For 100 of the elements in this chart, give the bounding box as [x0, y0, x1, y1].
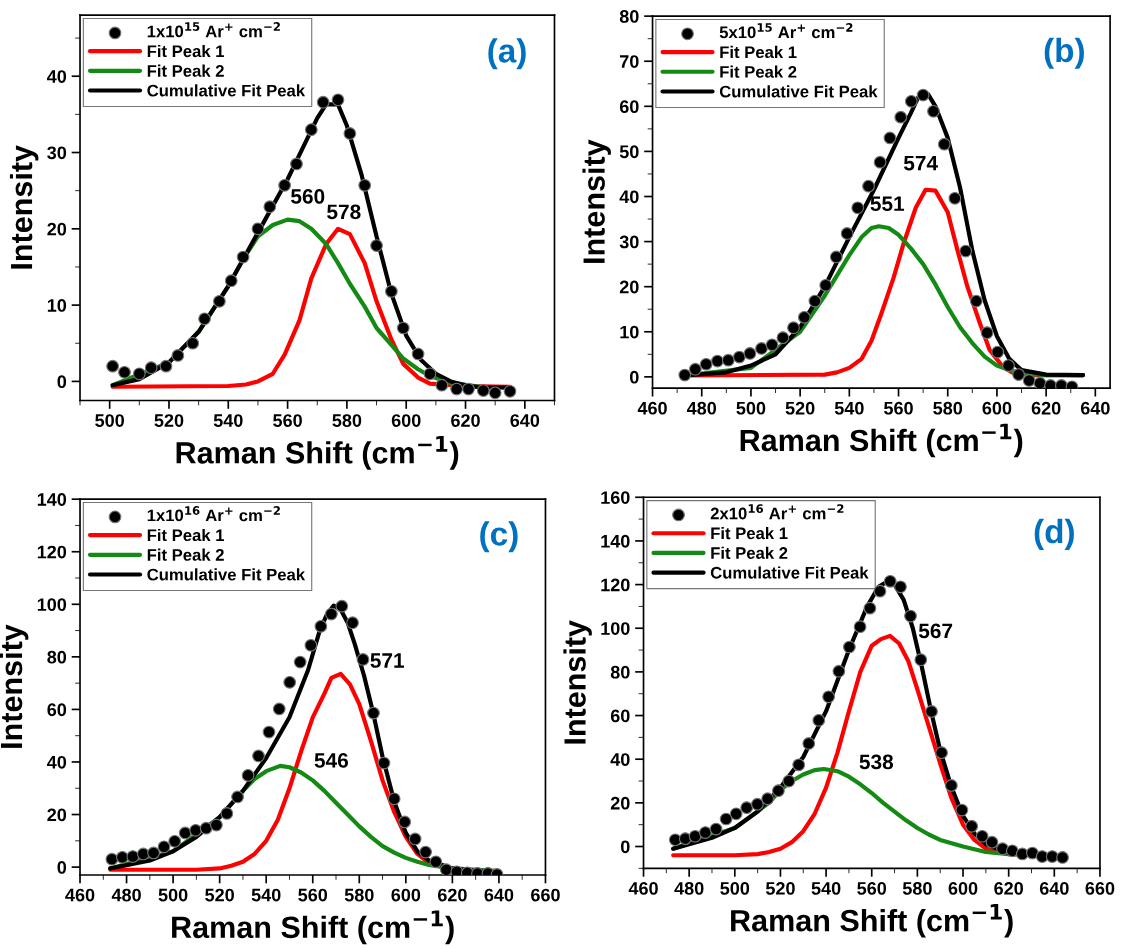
point: [199, 821, 213, 835]
point: [198, 312, 211, 326]
point: [224, 274, 238, 288]
annotation: 560: [291, 189, 325, 204]
point: [316, 95, 330, 109]
point: [840, 227, 854, 240]
point: [251, 222, 265, 236]
point: [178, 826, 192, 840]
point: [367, 706, 380, 720]
y-tick-label: 80: [47, 650, 67, 664]
point: [290, 157, 303, 171]
point: [343, 127, 357, 140]
point: [863, 601, 877, 615]
point: [1026, 846, 1039, 860]
point: [476, 384, 490, 397]
point: [927, 104, 940, 118]
x-tick-label: 580: [902, 882, 932, 895]
point: [398, 815, 412, 829]
point: [132, 367, 146, 381]
legend-label: 1x10$^{15}$ Ar$^{+}$ cm$^{−2}$: [147, 22, 280, 38]
y-tick-label: 100: [601, 622, 630, 635]
point: [370, 239, 383, 252]
point: [429, 855, 443, 869]
point: [356, 653, 370, 666]
point: [719, 812, 733, 826]
annotation: 538: [859, 754, 894, 770]
point: [965, 819, 979, 833]
point: [503, 384, 517, 398]
point: [955, 803, 969, 817]
point: [980, 326, 994, 340]
point: [698, 826, 712, 839]
x-tick-label: 600: [391, 888, 421, 902]
point: [761, 792, 775, 806]
point: [792, 758, 806, 772]
point: [975, 829, 989, 843]
point: [808, 294, 822, 308]
point: [210, 818, 223, 832]
point: [168, 834, 182, 848]
y-tick-label: 60: [619, 100, 639, 114]
text: (c): [480, 521, 518, 553]
point: [118, 365, 131, 379]
point: [782, 774, 796, 788]
point: [945, 779, 958, 792]
y-tick-label: 160: [601, 491, 630, 504]
y-tick-label: 20: [619, 280, 639, 294]
point: [802, 737, 816, 750]
point: [304, 638, 318, 652]
x-tick-label: 560: [273, 414, 302, 427]
point: [851, 201, 865, 215]
point: [843, 640, 856, 654]
point: [450, 865, 464, 875]
point: [241, 769, 255, 782]
point: [688, 362, 702, 376]
legend-label: Fit Peak 2: [147, 64, 224, 77]
point: [853, 620, 867, 634]
y-tick-label: 0: [630, 370, 639, 384]
legend-label: Fit Peak 1: [711, 526, 788, 540]
x-tick-label: 600: [948, 882, 978, 895]
point: [729, 807, 743, 821]
x-tick-label: 520: [785, 401, 815, 415]
point: [435, 378, 449, 392]
x-tick-label: 580: [933, 401, 963, 415]
x-tick-label: 600: [982, 401, 1012, 415]
point: [159, 359, 173, 373]
point: [751, 797, 764, 811]
y-tick-label: 10: [47, 299, 67, 312]
y-tick-label: 60: [610, 709, 630, 723]
y-tick-label: 40: [47, 755, 67, 769]
point: [822, 690, 835, 704]
point: [462, 382, 475, 396]
point: [699, 357, 713, 371]
legend-label: Fit Peak 1: [147, 44, 225, 58]
point: [1033, 376, 1047, 389]
y-axis-title: Intensity: [9, 145, 39, 269]
x-tick-label: 620: [1031, 401, 1061, 415]
point: [126, 850, 140, 863]
y-tick-label: 140: [37, 493, 67, 506]
point: [904, 609, 917, 623]
point: [314, 620, 328, 633]
annotation: 551: [870, 196, 905, 212]
legend-label: Fit Peak 1: [147, 528, 225, 542]
point: [358, 178, 372, 192]
legend-label: 5x10$^{15}$ Ar$^{+}$ cm$^{−2}$: [719, 23, 853, 39]
point: [324, 607, 338, 621]
legend-label: Fit Peak 1: [720, 45, 797, 59]
x-axis-title: Raman Shift (cm$^{−1}$): [172, 910, 454, 945]
point: [914, 653, 928, 667]
x-tick-label: 480: [686, 401, 717, 415]
point: [263, 200, 277, 214]
point: [385, 285, 398, 298]
point: [408, 832, 422, 846]
y-tick-label: 0: [57, 375, 67, 389]
y-tick-label: 100: [37, 598, 67, 612]
point: [106, 359, 120, 373]
point: [829, 250, 843, 264]
point: [832, 664, 846, 678]
point: [812, 713, 826, 727]
point: [873, 584, 887, 598]
x-tick-label: 480: [674, 882, 704, 895]
y-tick-label: 70: [620, 55, 639, 68]
